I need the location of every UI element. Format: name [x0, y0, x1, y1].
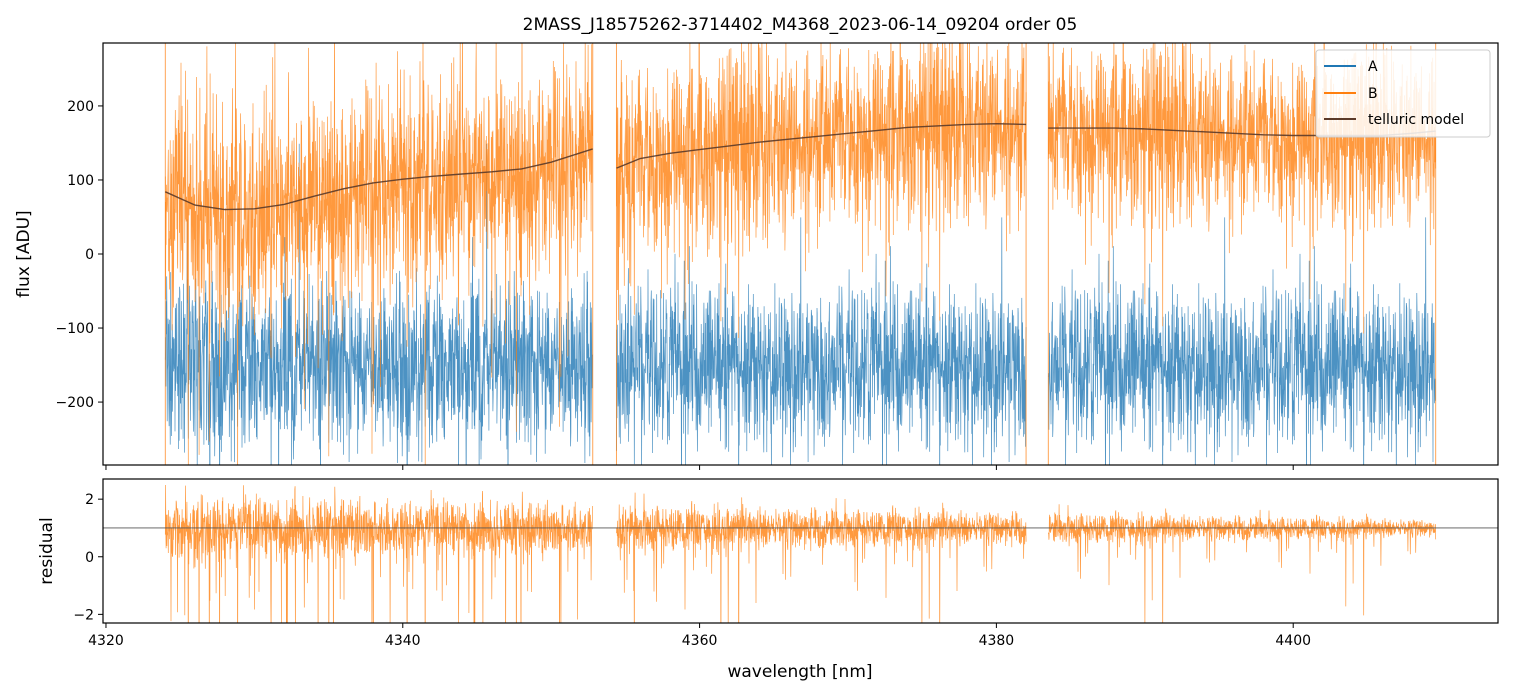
- main-panel: −200 −100 0 100 200 flux [ADU]: [14, 42, 1499, 470]
- series-a-line-0: [164, 143, 594, 465]
- main-y-axis: −200 −100 0 100 200: [56, 99, 103, 411]
- residual-x-axis: 4320 4340 4360 4380 4400: [88, 623, 1311, 649]
- chart-title: 2MASS_J18575262-3714402_M4368_2023-06-14…: [523, 15, 1078, 35]
- series-b-line-0: [164, 43, 594, 465]
- legend-frame: [1315, 49, 1491, 138]
- residual-y-tick-label: −2: [73, 607, 94, 623]
- residual-line-2: [1047, 504, 1437, 623]
- residual-axes-frame: [102, 478, 1499, 624]
- residual-y-axis-label: residual: [37, 517, 57, 584]
- legend: A B telluric model: [1315, 49, 1491, 138]
- x-axis-label: wavelength [nm]: [727, 662, 872, 682]
- main-y-tick-label: 100: [67, 173, 94, 189]
- series-b-line-1: [616, 43, 1027, 339]
- residual-line-0: [164, 484, 594, 623]
- main-y-tick-label: 200: [67, 99, 94, 115]
- main-y-tick-label: −200: [56, 395, 94, 411]
- main-plot-area: [164, 43, 1437, 465]
- x-tick-label: 4400: [1275, 633, 1311, 649]
- legend-label-b: B: [1368, 86, 1378, 102]
- residual-plot-area: [103, 484, 1498, 623]
- x-tick-label: 4360: [682, 633, 718, 649]
- main-y-axis-label: flux [ADU]: [14, 210, 34, 297]
- telluric-model-line-1: [616, 122, 1027, 169]
- x-tick-label: 4320: [88, 633, 124, 649]
- residual-y-tick-label: 0: [85, 550, 94, 566]
- x-tick-label: 4380: [979, 633, 1015, 649]
- telluric-model-line-0: [165, 148, 593, 211]
- legend-label-a: A: [1368, 59, 1378, 75]
- residual-y-tick-label: 2: [85, 492, 94, 508]
- series-a-line-1: [616, 217, 1027, 465]
- x-tick-label: 4340: [385, 633, 421, 649]
- residual-y-axis: −2 0 2: [73, 492, 103, 623]
- series-a-line-2: [1047, 217, 1437, 465]
- series-b-line-2: [1047, 43, 1437, 334]
- main-x-ticks: [105, 465, 1294, 470]
- residual-panel: −2 0 2 4320 4340 4360 4380 4400 residual wavel…: [37, 478, 1499, 682]
- main-y-tick-label: −100: [56, 321, 94, 337]
- legend-label-telluric: telluric model: [1368, 112, 1464, 128]
- main-y-tick-label: 0: [85, 247, 94, 263]
